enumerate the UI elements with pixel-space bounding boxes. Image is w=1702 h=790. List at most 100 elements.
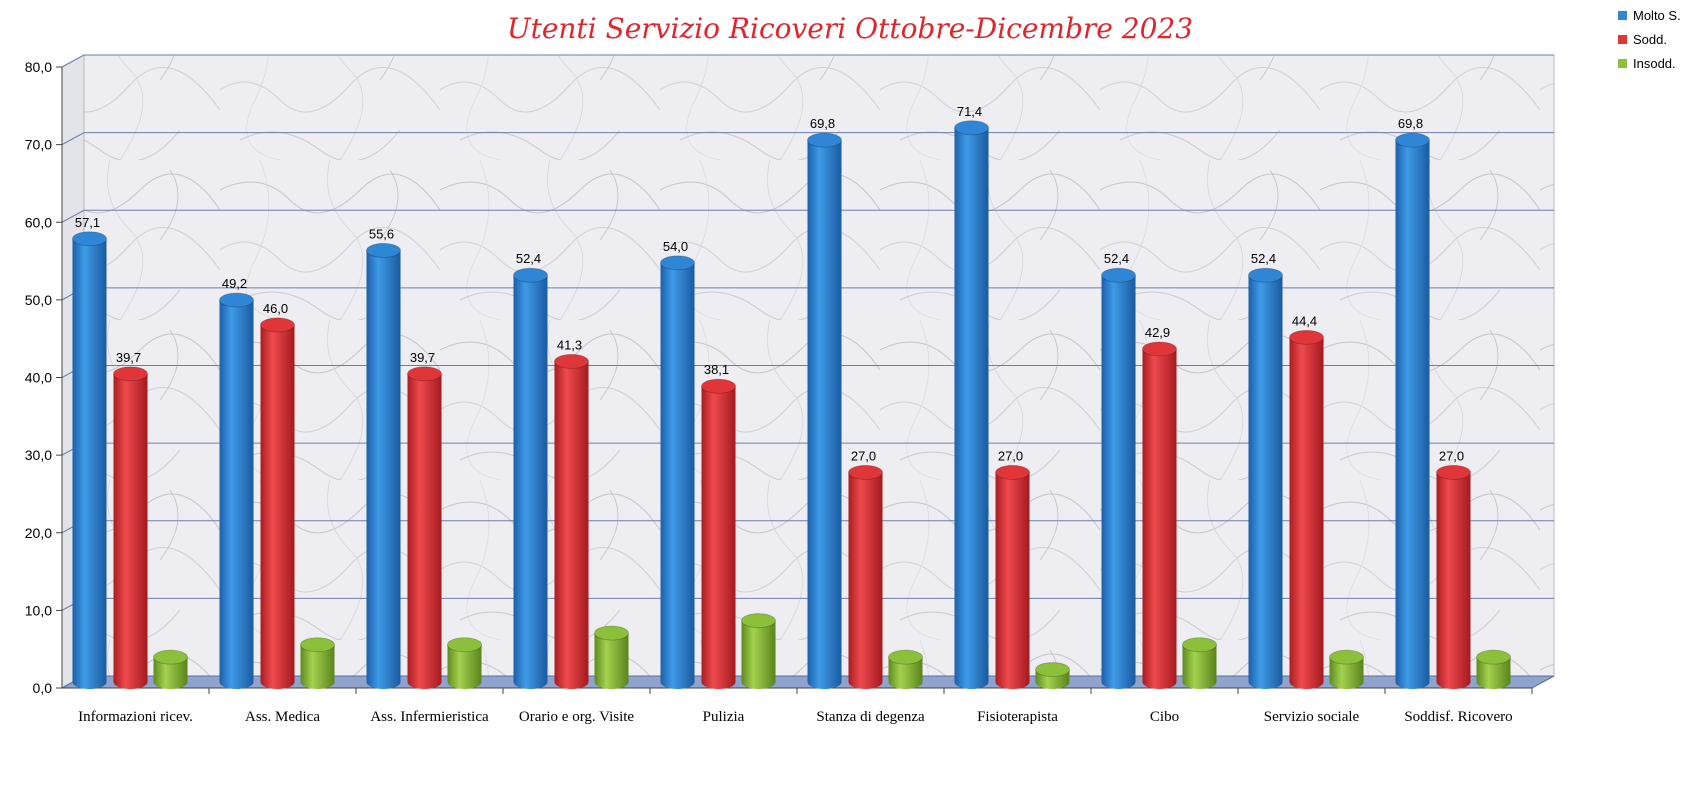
bar-base [741,675,776,689]
bar-sodd [1289,329,1324,689]
bar-cap [1142,341,1177,357]
bar-insodd [594,625,629,689]
bar-base [1436,675,1471,689]
data-label: 71,4 [957,104,982,119]
y-tick-label: 0,0 [33,680,53,696]
bar-base [954,675,989,689]
bar-body [1248,275,1283,682]
x-tick-label: Soddisf. Ricovero [1404,709,1512,725]
bar-body [701,386,736,682]
bar-body [594,633,629,682]
bar-body [219,300,254,682]
y-tick-label: 80,0 [25,59,52,75]
bar-body [660,262,695,682]
bar-sodd [260,317,295,689]
data-label: 42,9 [1145,325,1170,340]
data-label: 54,0 [663,239,688,254]
bar-sodd [113,366,148,689]
bar-molto-s [660,255,695,689]
bar-base [554,675,589,689]
data-label: 39,7 [116,350,141,365]
bar-molto-s [366,243,401,689]
bar-base [1101,675,1136,689]
bar-body [807,140,842,683]
data-label: 27,0 [851,448,876,463]
bar-cap [954,120,989,136]
x-tick-label: Servizio sociale [1264,709,1360,725]
chart-title: Utenti Servizio Ricoveri Ottobre-Dicembr… [507,12,1193,45]
bar-body [513,275,548,682]
bar-body [741,620,776,682]
bar-cap [848,465,883,480]
bar-body [1142,348,1177,682]
bar-body [995,472,1030,682]
bar-body [1395,140,1430,683]
bar-base [1329,675,1364,689]
bar-sodd [554,354,589,689]
bar-molto-s [513,267,548,689]
plot-area: 0,0 10,0 20,0 30,0 40,0 50,0 60,0 70,0 80,0 Infor… [25,54,1555,725]
bar-base [594,675,629,689]
bar-base [1182,675,1217,689]
y-tick-label: 10,0 [25,602,52,618]
y-tick-label: 60,0 [25,214,52,230]
bar-molto-s [954,120,989,689]
bar-insodd [153,649,188,689]
bar-cap [1289,329,1324,345]
gridline [61,54,1554,68]
bar-molto-s [1248,267,1283,689]
bar-body [554,361,589,682]
bar-base [1395,675,1430,689]
bar-cap [1329,649,1364,665]
bar-sodd [995,465,1030,689]
bar-molto-s [219,292,254,689]
legend-swatch [1618,59,1627,68]
bar-base [807,675,842,689]
bar-cap [1436,465,1471,480]
data-label: 57,1 [75,215,100,230]
bar-cap [701,378,736,394]
bar-molto-s [1395,132,1430,689]
bar-base [219,675,254,689]
bar-base [1248,675,1283,689]
bar-base [72,675,107,689]
data-label: 69,8 [1398,116,1423,131]
y-tick-label: 70,0 [25,137,52,153]
legend-label: Molto S. [1633,8,1681,23]
y-tick-label: 20,0 [25,525,52,541]
bar-cap [1035,662,1070,677]
data-label: 46,0 [263,301,288,316]
bar-insodd [1182,637,1217,689]
bar-base [260,675,295,689]
bar-sodd [701,378,736,689]
bar-base [153,675,188,689]
legend-swatch [1618,11,1627,20]
legend-swatch [1618,35,1627,44]
x-tick-label: Ass. Medica [245,709,320,725]
bar-molto-s [72,231,107,689]
bar-cap [447,637,482,653]
bar-base [848,675,883,689]
bar-base [1035,675,1070,689]
bar-body [407,373,442,682]
bar-cap [1395,132,1430,148]
bar-insodd [300,637,335,689]
gridline [61,209,1554,223]
data-label: 27,0 [998,448,1023,463]
bar-base [1289,675,1324,689]
bar-molto-s [807,132,842,689]
bar-insodd [1035,662,1070,689]
gridline [61,132,1554,146]
bar-cap [260,317,295,333]
bar-body [954,127,989,682]
x-tick-label: Stanza di degenza [816,709,925,725]
bar-cap [407,366,442,382]
data-label: 27,0 [1439,448,1464,463]
bar-cap [1101,267,1136,283]
bar-body [1101,275,1136,682]
x-tick-label: Orario e org. Visite [519,709,635,725]
bar-insodd [1329,649,1364,689]
bar-body [260,324,295,682]
data-label: 41,3 [557,337,582,352]
